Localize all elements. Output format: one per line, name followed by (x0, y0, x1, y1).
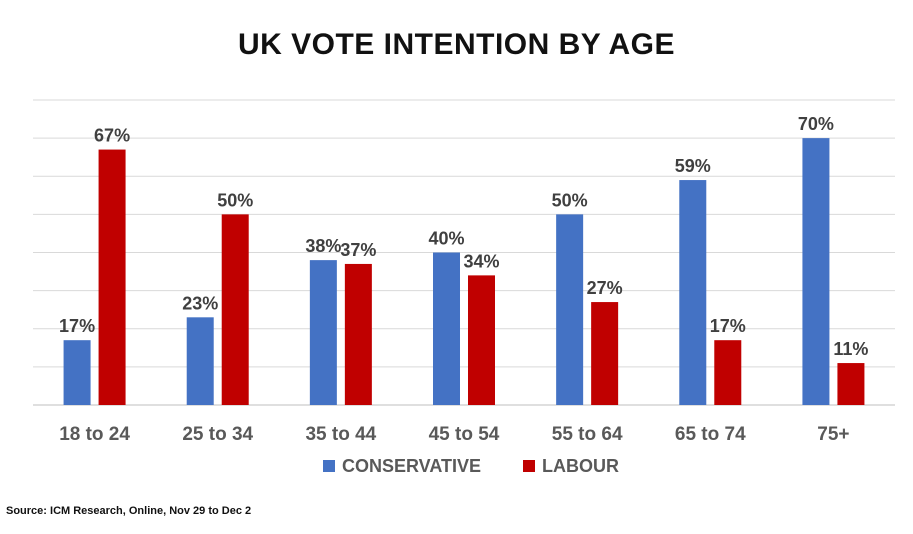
x-tick-label: 25 to 34 (182, 424, 253, 445)
bar-labour-2 (344, 263, 372, 405)
data-label: 27% (587, 278, 623, 298)
x-tick-label: 35 to 44 (305, 424, 376, 445)
legend-label: CONSERVATIVE (342, 456, 481, 476)
x-tick-label: 45 to 54 (429, 424, 500, 445)
legend-label: LABOUR (542, 456, 619, 476)
data-label: 59% (675, 156, 711, 176)
bar-chart: 17% 67% 18 to 24 23% 50% 25 to 34 38%37% 35 to … (33, 99, 895, 476)
bar-conservative-6 (802, 138, 830, 405)
chart-title: UK VOTE INTENTION BY AGE (237, 28, 676, 61)
data-label: 70% (798, 114, 834, 134)
bar-labour-3 (468, 275, 495, 405)
x-tick-label: 75+ (817, 424, 849, 445)
data-label: 17% (710, 316, 746, 336)
source-note: Source: ICM Research, Online, Nov 29 to … (6, 505, 252, 517)
bar-conservative-1 (186, 317, 214, 405)
bar-labour-6 (837, 363, 865, 405)
data-label: 50% (552, 190, 588, 210)
bar-labour-0 (98, 149, 126, 405)
data-label: 38% (305, 236, 341, 256)
data-label: 23% (182, 293, 218, 313)
legend-swatch-conservative (323, 460, 335, 472)
legend-swatch-labour (523, 460, 535, 472)
data-label: 40% (428, 229, 464, 249)
bar-conservative-2 (309, 260, 337, 405)
data-label: 34% (463, 251, 499, 271)
data-label: 11% (833, 339, 868, 359)
bar-labour-1 (221, 214, 249, 405)
bar-conservative-0 (63, 340, 91, 405)
data-label: 50% (217, 190, 253, 210)
x-tick-label: 65 to 74 (675, 424, 746, 445)
x-tick-label: 18 to 24 (59, 424, 130, 445)
data-label: 17% (59, 316, 95, 336)
bar-labour-5 (714, 340, 742, 405)
data-label: 37% (340, 240, 376, 260)
x-tick-label: 55 to 64 (552, 424, 623, 445)
data-label: 67% (94, 126, 130, 146)
bar-conservative-5 (679, 180, 707, 405)
bar-labour-4 (591, 302, 619, 405)
bar-conservative-4 (556, 214, 584, 405)
bar-conservative-3 (433, 252, 460, 405)
